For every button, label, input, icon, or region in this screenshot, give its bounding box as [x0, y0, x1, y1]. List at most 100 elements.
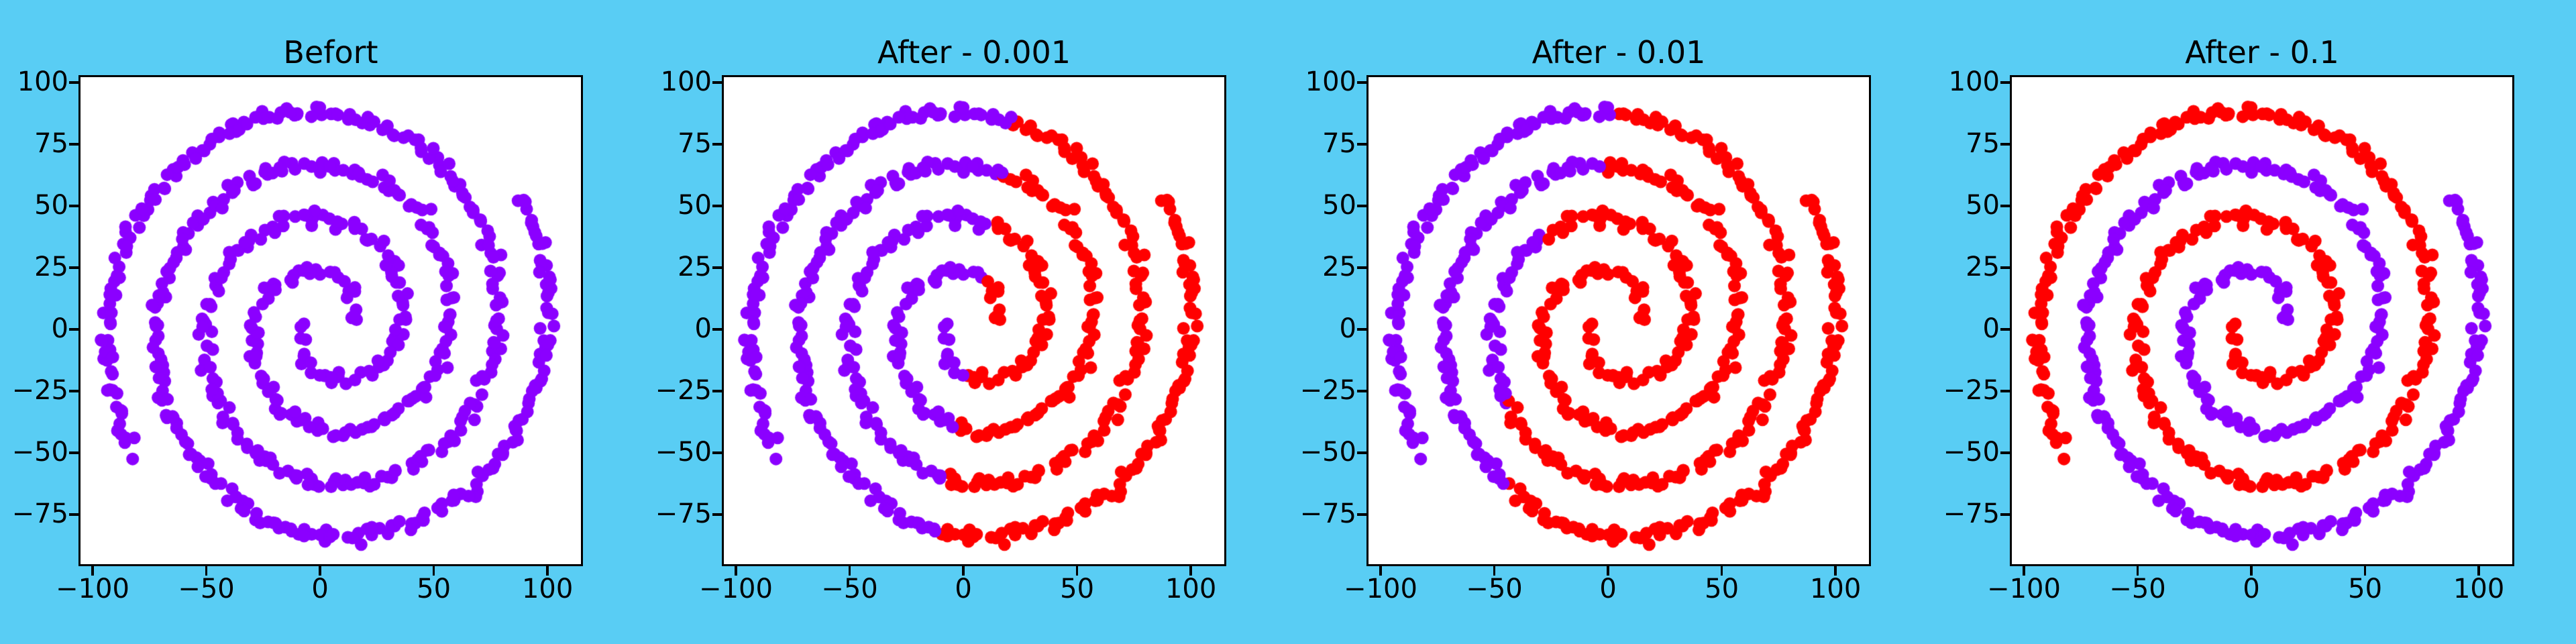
y-axis-tick: [712, 205, 722, 207]
y-tick-label: 75: [678, 128, 712, 160]
y-axis-tick: [2000, 513, 2010, 516]
y-axis-tick: [2000, 390, 2010, 392]
y-axis-tick: [712, 143, 722, 146]
y-axis-tick: [1357, 205, 1366, 207]
x-tick-label: 50: [2348, 574, 2383, 604]
y-axis-tick: [2000, 143, 2010, 146]
subplot-title: Befort: [283, 34, 378, 70]
y-tick-label: −50: [655, 437, 712, 468]
x-tick-label: 0: [311, 574, 329, 604]
y-axis-tick: [2000, 205, 2010, 207]
x-axis-tick: [1075, 566, 1079, 576]
x-axis-tick: [2136, 566, 2139, 576]
subplot-after-01: After - 0.1 −100 −50 0 50 100 100 75 50 25 0 −25 −5…: [1943, 37, 2514, 604]
y-axis-tick: [69, 205, 78, 207]
y-axis-tick: [2000, 266, 2010, 269]
x-tick-label: −50: [178, 574, 235, 604]
x-axis-tick: [2023, 566, 2025, 576]
x-tick-label: 50: [1060, 574, 1095, 604]
y-axis-tick: [1357, 451, 1366, 454]
y-tick-label: 50: [678, 190, 712, 221]
y-tick-label: 0: [1339, 313, 1356, 345]
x-axis-tick: [432, 566, 435, 576]
y-axis-tick: [69, 328, 78, 331]
scatter-canvas-after-001: [1368, 77, 1869, 564]
y-tick-label: 100: [660, 66, 712, 98]
y-tick-label: 0: [694, 313, 712, 345]
x-axis-tick: [735, 566, 737, 576]
y-tick-label: 25: [1966, 252, 2000, 283]
x-tick-label: 0: [1599, 574, 1617, 604]
y-tick-label: −75: [1943, 498, 2000, 530]
y-tick-label: 25: [678, 252, 712, 283]
y-tick-label: −75: [1299, 498, 1356, 530]
subplot-title: After - 0.1: [2185, 34, 2339, 70]
scatter-canvas-after-0001: [724, 77, 1224, 564]
x-axis-tick: [2363, 566, 2367, 576]
x-axis-tick: [91, 566, 94, 576]
axes-after-0001: −100 −50 0 50 100 100 75 50 25 0 −25 −50 −75: [655, 67, 1226, 604]
axes-befort: −100 −50 0 50 100 100 75 50 25 0 −25 −50 −75: [12, 67, 583, 604]
y-axis-tick: [69, 513, 78, 516]
y-axis-tick: [1357, 81, 1366, 84]
y-axis-tick: [712, 513, 722, 516]
x-axis-tick: [546, 566, 549, 576]
x-tick-label: 0: [955, 574, 972, 604]
y-tick-label: 100: [1305, 66, 1356, 98]
x-axis-tick: [2250, 566, 2253, 576]
y-axis-tick: [712, 390, 722, 392]
scatter-canvas-after-01: [2012, 77, 2512, 564]
y-axis-tick: [712, 451, 722, 454]
x-axis-tick: [1607, 566, 1609, 576]
x-tick-label: 100: [2453, 574, 2505, 604]
y-axis-tick: [1357, 513, 1366, 516]
y-tick-label: −50: [1299, 437, 1356, 468]
x-axis-tick: [962, 566, 965, 576]
x-tick-label: −50: [1466, 574, 1523, 604]
x-axis-tick: [1189, 566, 1192, 576]
y-tick-label: −25: [1299, 375, 1356, 407]
x-tick-label: 100: [1809, 574, 1862, 604]
y-axis-tick: [69, 451, 78, 454]
y-axis-tick: [1357, 266, 1366, 269]
y-axis-tick: [712, 328, 722, 331]
x-tick-label: −50: [821, 574, 878, 604]
y-axis-tick: [1357, 328, 1366, 331]
x-axis-tick: [319, 566, 321, 576]
x-tick-label: 50: [417, 574, 451, 604]
y-tick-label: 50: [1322, 190, 1356, 221]
y-tick-label: 50: [34, 190, 68, 221]
y-axis-tick: [2000, 328, 2010, 331]
y-tick-label: −25: [11, 375, 68, 407]
x-axis-tick: [1834, 566, 1837, 576]
subplot-title: After - 0.001: [877, 34, 1071, 70]
x-tick-label: −50: [2109, 574, 2166, 604]
y-tick-label: −50: [11, 437, 68, 468]
y-tick-label: −75: [655, 498, 712, 530]
y-tick-label: 75: [34, 128, 68, 160]
subplot-befort: Befort −100 −50 0 50 100 100 75 50 25 0 −25 −50 −75: [12, 37, 583, 604]
x-axis-tick: [2477, 566, 2480, 576]
subplot-after-001: After - 0.01 −100 −50 0 50 100 100 75 50 25 0 −25−…: [1300, 37, 1871, 604]
axes-after-01: −100 −50 0 50 100 100 75 50 25 0 −25 −50 −75: [1943, 67, 2514, 604]
x-axis-tick: [1493, 566, 1496, 576]
x-tick-label: 100: [1165, 574, 1217, 604]
y-tick-label: 75: [1322, 128, 1356, 160]
x-tick-label: −100: [1344, 574, 1417, 604]
y-tick-label: 100: [17, 66, 68, 98]
y-axis-tick: [2000, 451, 2010, 454]
subplot-title: After - 0.01: [1532, 34, 1706, 70]
y-axis-tick: [69, 266, 78, 269]
x-axis-tick: [848, 566, 851, 576]
y-tick-label: −50: [1943, 437, 2000, 468]
y-axis-tick: [1357, 143, 1366, 146]
y-tick-label: 0: [1982, 313, 2000, 345]
y-axis-tick: [712, 81, 722, 84]
y-axis-tick: [69, 143, 78, 146]
axes-after-001: −100 −50 0 50 100 100 75 50 25 0 −25 −50 −75: [1300, 67, 1871, 604]
y-tick-label: 75: [1966, 128, 2000, 160]
y-tick-label: 25: [34, 252, 68, 283]
x-tick-label: −100: [1987, 574, 2061, 604]
y-axis-tick: [69, 81, 78, 84]
